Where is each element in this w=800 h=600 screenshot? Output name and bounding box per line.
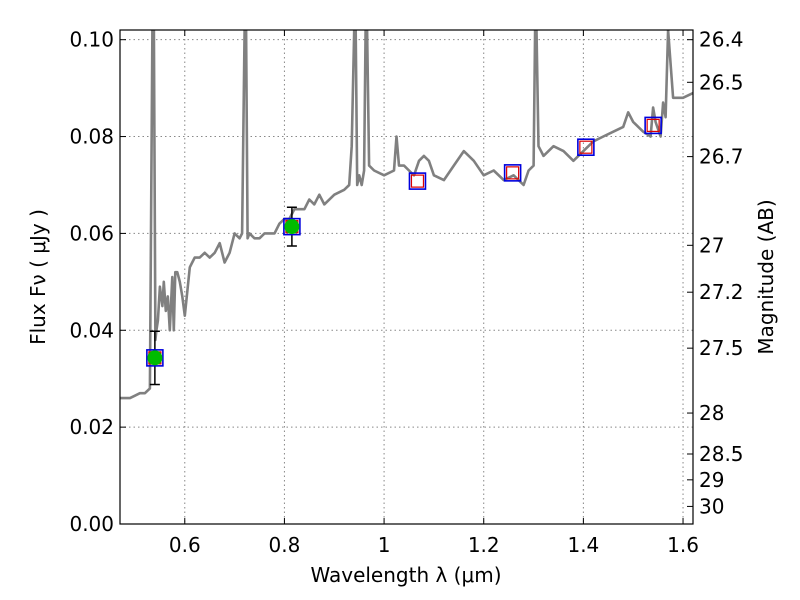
y-tick-label: 0.02 (69, 415, 114, 439)
model-flux-box-inner (646, 118, 660, 133)
x-tick-label: 1 (378, 533, 391, 557)
x-tick-label: 0.8 (269, 533, 301, 557)
model-flux-box (408, 172, 427, 190)
x-axis-label: Wavelength λ (μm) (310, 563, 501, 587)
model-flux-box-inner (410, 174, 425, 188)
observed-flux-point (147, 350, 163, 366)
magnitude-tick-label: 26.7 (699, 145, 744, 169)
magnitude-tick-label: 28 (699, 401, 724, 425)
observed-flux-point (284, 219, 300, 235)
model-flux-box (283, 217, 301, 236)
y-tick-label: 0.08 (69, 125, 114, 149)
magnitude-axis-label: Magnitude (AB) (754, 199, 778, 354)
x-tick-label: 1.2 (468, 533, 500, 557)
model-flux-box (644, 116, 662, 135)
magnitude-tick-label: 28.5 (699, 442, 744, 466)
y-axis-ticks: 0.00 0.02 0.04 0.06 0.08 0.10 (69, 28, 126, 536)
magnitude-tick-label: 27.2 (699, 280, 744, 304)
series-layer (120, 30, 693, 400)
magnitude-tick-label: 27.5 (699, 336, 744, 360)
sed-spectrum-line (120, 30, 693, 400)
magnitude-tick-label: 30 (699, 494, 724, 518)
magnitude-tick-label: 27 (699, 233, 724, 257)
y-tick-label: 0.00 (69, 512, 114, 536)
x-tick-label: 1.6 (667, 533, 699, 557)
model-flux-box (577, 138, 595, 157)
points-layer (146, 116, 662, 386)
y-tick-label: 0.06 (69, 221, 114, 245)
model-flux-box-inner (579, 140, 593, 154)
magnitude-tick-label: 29 (699, 468, 724, 492)
plot-frame (119, 29, 694, 525)
model-flux-box (146, 349, 164, 367)
x-tick-label: 0.6 (169, 533, 201, 557)
y-tick-label: 0.04 (69, 318, 114, 342)
magnitude-tick-label: 26.5 (699, 70, 744, 94)
model-flux-box-inner (506, 166, 520, 180)
y-axis-label: Flux Fν ( μJy ) (26, 209, 50, 345)
magnitude-tick-label: 26.4 (699, 28, 744, 52)
x-axis-ticks: 0.6 0.8 1 1.2 1.4 1.6 (169, 30, 699, 557)
y-tick-label: 0.10 (69, 28, 114, 52)
x-tick-label: 1.4 (567, 533, 599, 557)
model-flux-box (503, 164, 522, 182)
